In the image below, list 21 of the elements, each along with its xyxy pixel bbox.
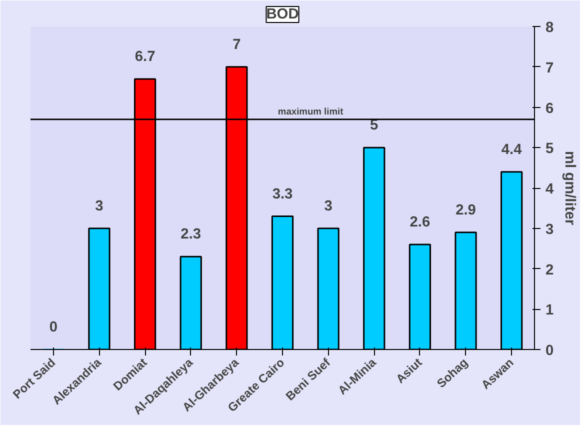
data-label: 7 — [232, 36, 241, 53]
y-tick-label: 7 — [546, 60, 554, 76]
y-tick-label: 5 — [546, 141, 554, 158]
y-tick-label: 8 — [546, 20, 554, 36]
y-axis-title: ml gm/liter — [562, 150, 578, 226]
data-label: 6.7 — [134, 48, 156, 65]
data-label: 2.6 — [410, 214, 430, 231]
y-tick-label: 3 — [546, 222, 554, 238]
data-label: 3 — [324, 198, 332, 214]
data-label: 3 — [95, 198, 104, 214]
data-label: 0 — [49, 320, 58, 336]
y-tick-label: 4 — [546, 182, 554, 198]
y-tick-label: 1 — [546, 302, 554, 319]
data-label: 4.4 — [501, 142, 523, 158]
data-label: 3.3 — [272, 186, 293, 202]
y-tick-label: 6 — [546, 100, 554, 117]
y-tick-label: 2 — [546, 262, 554, 278]
ref-line-label: maximum limit — [278, 106, 344, 116]
data-label: 2.9 — [456, 202, 476, 218]
y-tick-label: 0 — [546, 343, 554, 359]
data-label: 2.3 — [180, 226, 202, 243]
